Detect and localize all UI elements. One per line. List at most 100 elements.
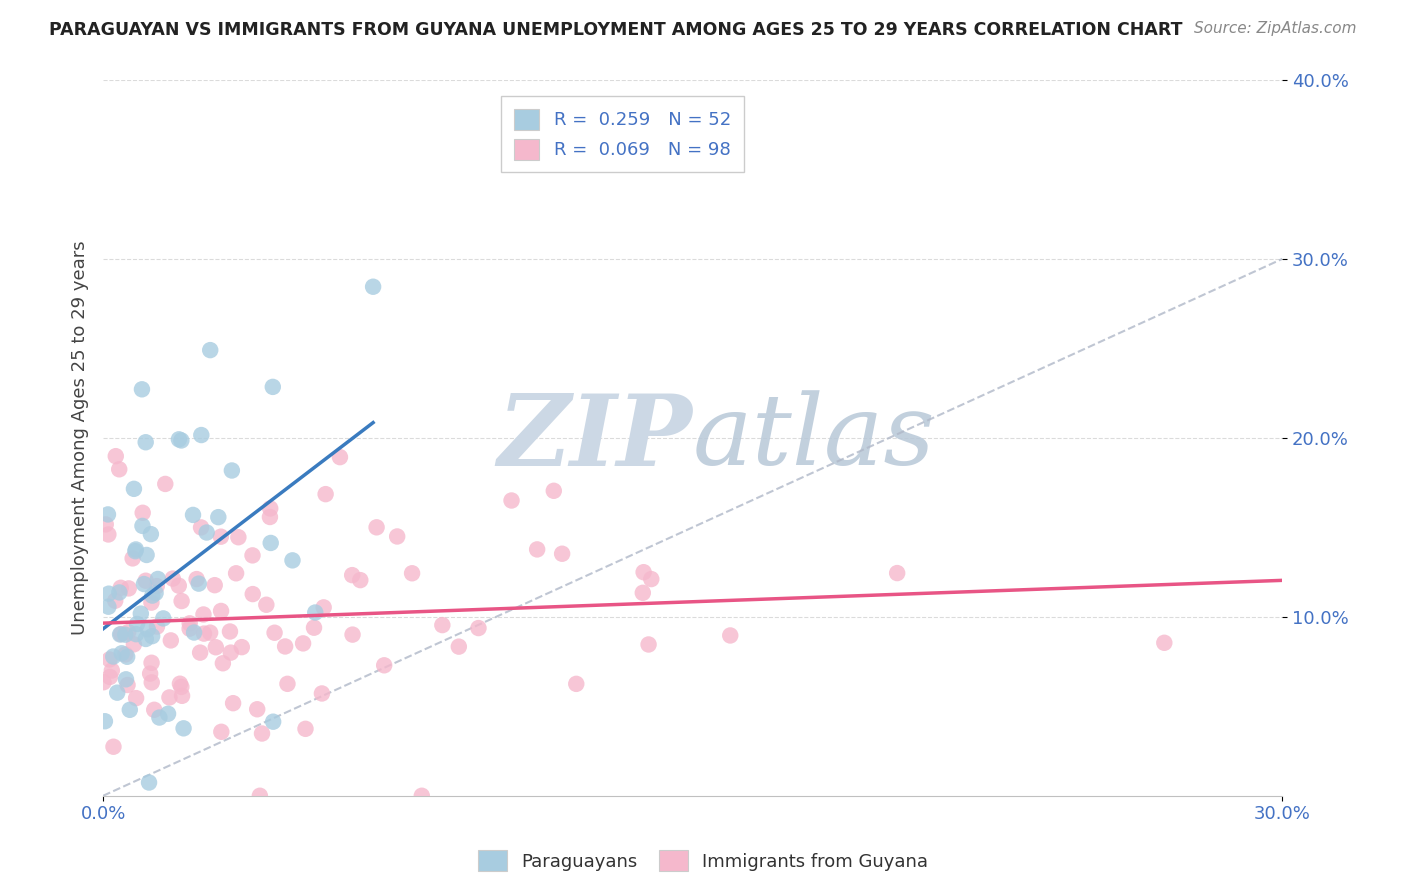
Point: [633, 565, 655, 579]
Point: [117, 678, 139, 692]
Point: [219, 624, 242, 639]
Point: [276, 677, 298, 691]
Point: [117, 625, 139, 640]
Point: [209, 530, 232, 544]
Point: [246, 702, 269, 716]
Point: [187, 576, 209, 591]
Y-axis label: Unemployment Among Ages 25 to 29 years: Unemployment Among Ages 25 to 29 years: [72, 241, 89, 635]
Point: [108, 462, 131, 476]
Point: [179, 622, 201, 636]
Point: [131, 519, 153, 533]
Point: [312, 600, 335, 615]
Point: [501, 493, 523, 508]
Point: [155, 477, 177, 491]
Point: [114, 648, 136, 662]
Point: [131, 506, 153, 520]
Point: [141, 589, 163, 603]
Point: [302, 621, 325, 635]
Point: [259, 510, 281, 524]
Point: [122, 482, 145, 496]
Point: [141, 675, 163, 690]
Point: [281, 553, 304, 567]
Text: Source: ZipAtlas.com: Source: ZipAtlas.com: [1194, 21, 1357, 36]
Point: [361, 279, 384, 293]
Point: [249, 789, 271, 803]
Point: [135, 574, 157, 588]
Point: [212, 657, 235, 671]
Point: [373, 658, 395, 673]
Point: [118, 582, 141, 596]
Text: PARAGUAYAN VS IMMIGRANTS FROM GUYANA UNEMPLOYMENT AMONG AGES 25 TO 29 YEARS CORR: PARAGUAYAN VS IMMIGRANTS FROM GUYANA UNE…: [49, 21, 1182, 38]
Point: [718, 628, 741, 642]
Point: [221, 463, 243, 477]
Point: [315, 487, 337, 501]
Point: [432, 618, 454, 632]
Point: [447, 640, 470, 654]
Point: [167, 433, 190, 447]
Point: [121, 551, 143, 566]
Point: [104, 593, 127, 607]
Point: [93, 675, 115, 690]
Point: [631, 586, 654, 600]
Point: [169, 676, 191, 690]
Point: [141, 629, 163, 643]
Point: [110, 581, 132, 595]
Point: [342, 627, 364, 641]
Point: [138, 775, 160, 789]
Point: [143, 703, 166, 717]
Point: [146, 572, 169, 586]
Point: [207, 510, 229, 524]
Text: atlas: atlas: [693, 390, 935, 485]
Point: [259, 501, 281, 516]
Point: [97, 599, 120, 614]
Point: [125, 542, 148, 557]
Point: [193, 607, 215, 622]
Point: [132, 577, 155, 591]
Point: [190, 428, 212, 442]
Point: [640, 572, 662, 586]
Point: [103, 739, 125, 754]
Point: [135, 435, 157, 450]
Point: [260, 536, 283, 550]
Point: [329, 450, 352, 464]
Point: [198, 625, 221, 640]
Point: [101, 664, 124, 678]
Point: [170, 434, 193, 448]
Point: [565, 677, 588, 691]
Point: [173, 722, 195, 736]
Point: [349, 573, 371, 587]
Point: [94, 714, 117, 729]
Point: [108, 585, 131, 599]
Point: [195, 525, 218, 540]
Point: [262, 714, 284, 729]
Point: [190, 520, 212, 534]
Point: [125, 617, 148, 632]
Point: [225, 566, 247, 581]
Point: [340, 568, 363, 582]
Point: [231, 640, 253, 654]
Point: [125, 627, 148, 641]
Point: [141, 596, 163, 610]
Point: [385, 529, 408, 543]
Point: [311, 686, 333, 700]
Point: [467, 621, 489, 635]
Point: [111, 646, 134, 660]
Point: [250, 726, 273, 740]
Point: [886, 566, 908, 580]
Point: [114, 627, 136, 641]
Point: [104, 449, 127, 463]
Point: [94, 517, 117, 532]
Point: [1153, 636, 1175, 650]
Point: [141, 656, 163, 670]
Legend: Paraguayans, Immigrants from Guyana: Paraguayans, Immigrants from Guyana: [471, 843, 935, 879]
Point: [136, 622, 159, 636]
Point: [139, 527, 162, 541]
Legend: R =  0.259 N = 52, R =  0.069 N = 98: R = 0.259 N = 52, R = 0.069 N = 98: [502, 96, 744, 172]
Point: [262, 380, 284, 394]
Point: [193, 626, 215, 640]
Text: ZIP: ZIP: [498, 390, 693, 486]
Point: [162, 572, 184, 586]
Point: [146, 619, 169, 633]
Point: [122, 637, 145, 651]
Point: [97, 587, 120, 601]
